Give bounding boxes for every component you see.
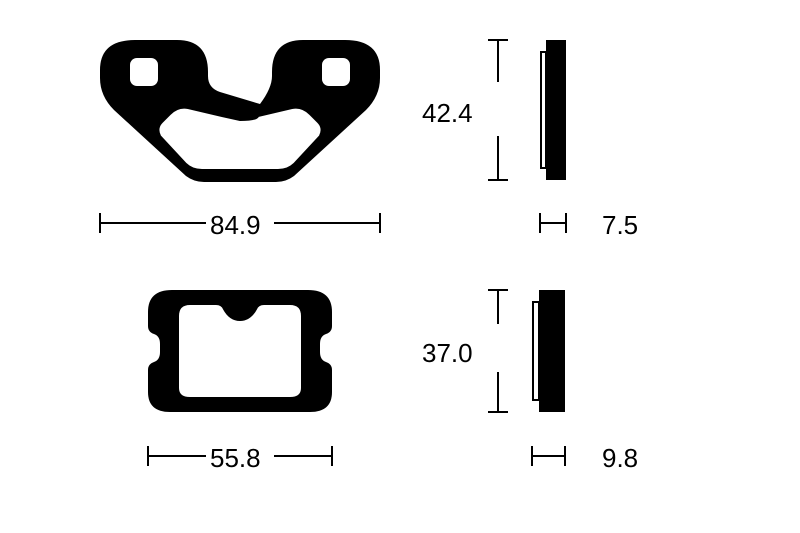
label-a-width: 84.9 — [210, 210, 261, 241]
label-a-height: 42.4 — [422, 98, 473, 129]
pad-b-side — [533, 290, 565, 412]
pad-a-side — [541, 40, 566, 180]
pad-b-front — [148, 290, 332, 412]
label-a-thickness: 7.5 — [602, 210, 638, 241]
pad-a-front — [100, 40, 380, 182]
label-b-width: 55.8 — [210, 443, 261, 474]
label-b-thickness: 9.8 — [602, 443, 638, 474]
label-b-height: 37.0 — [422, 338, 473, 369]
diagram-stage: 84.9 42.4 7.5 55.8 37.0 9.8 — [0, 0, 800, 533]
diagram-svg — [0, 0, 800, 533]
